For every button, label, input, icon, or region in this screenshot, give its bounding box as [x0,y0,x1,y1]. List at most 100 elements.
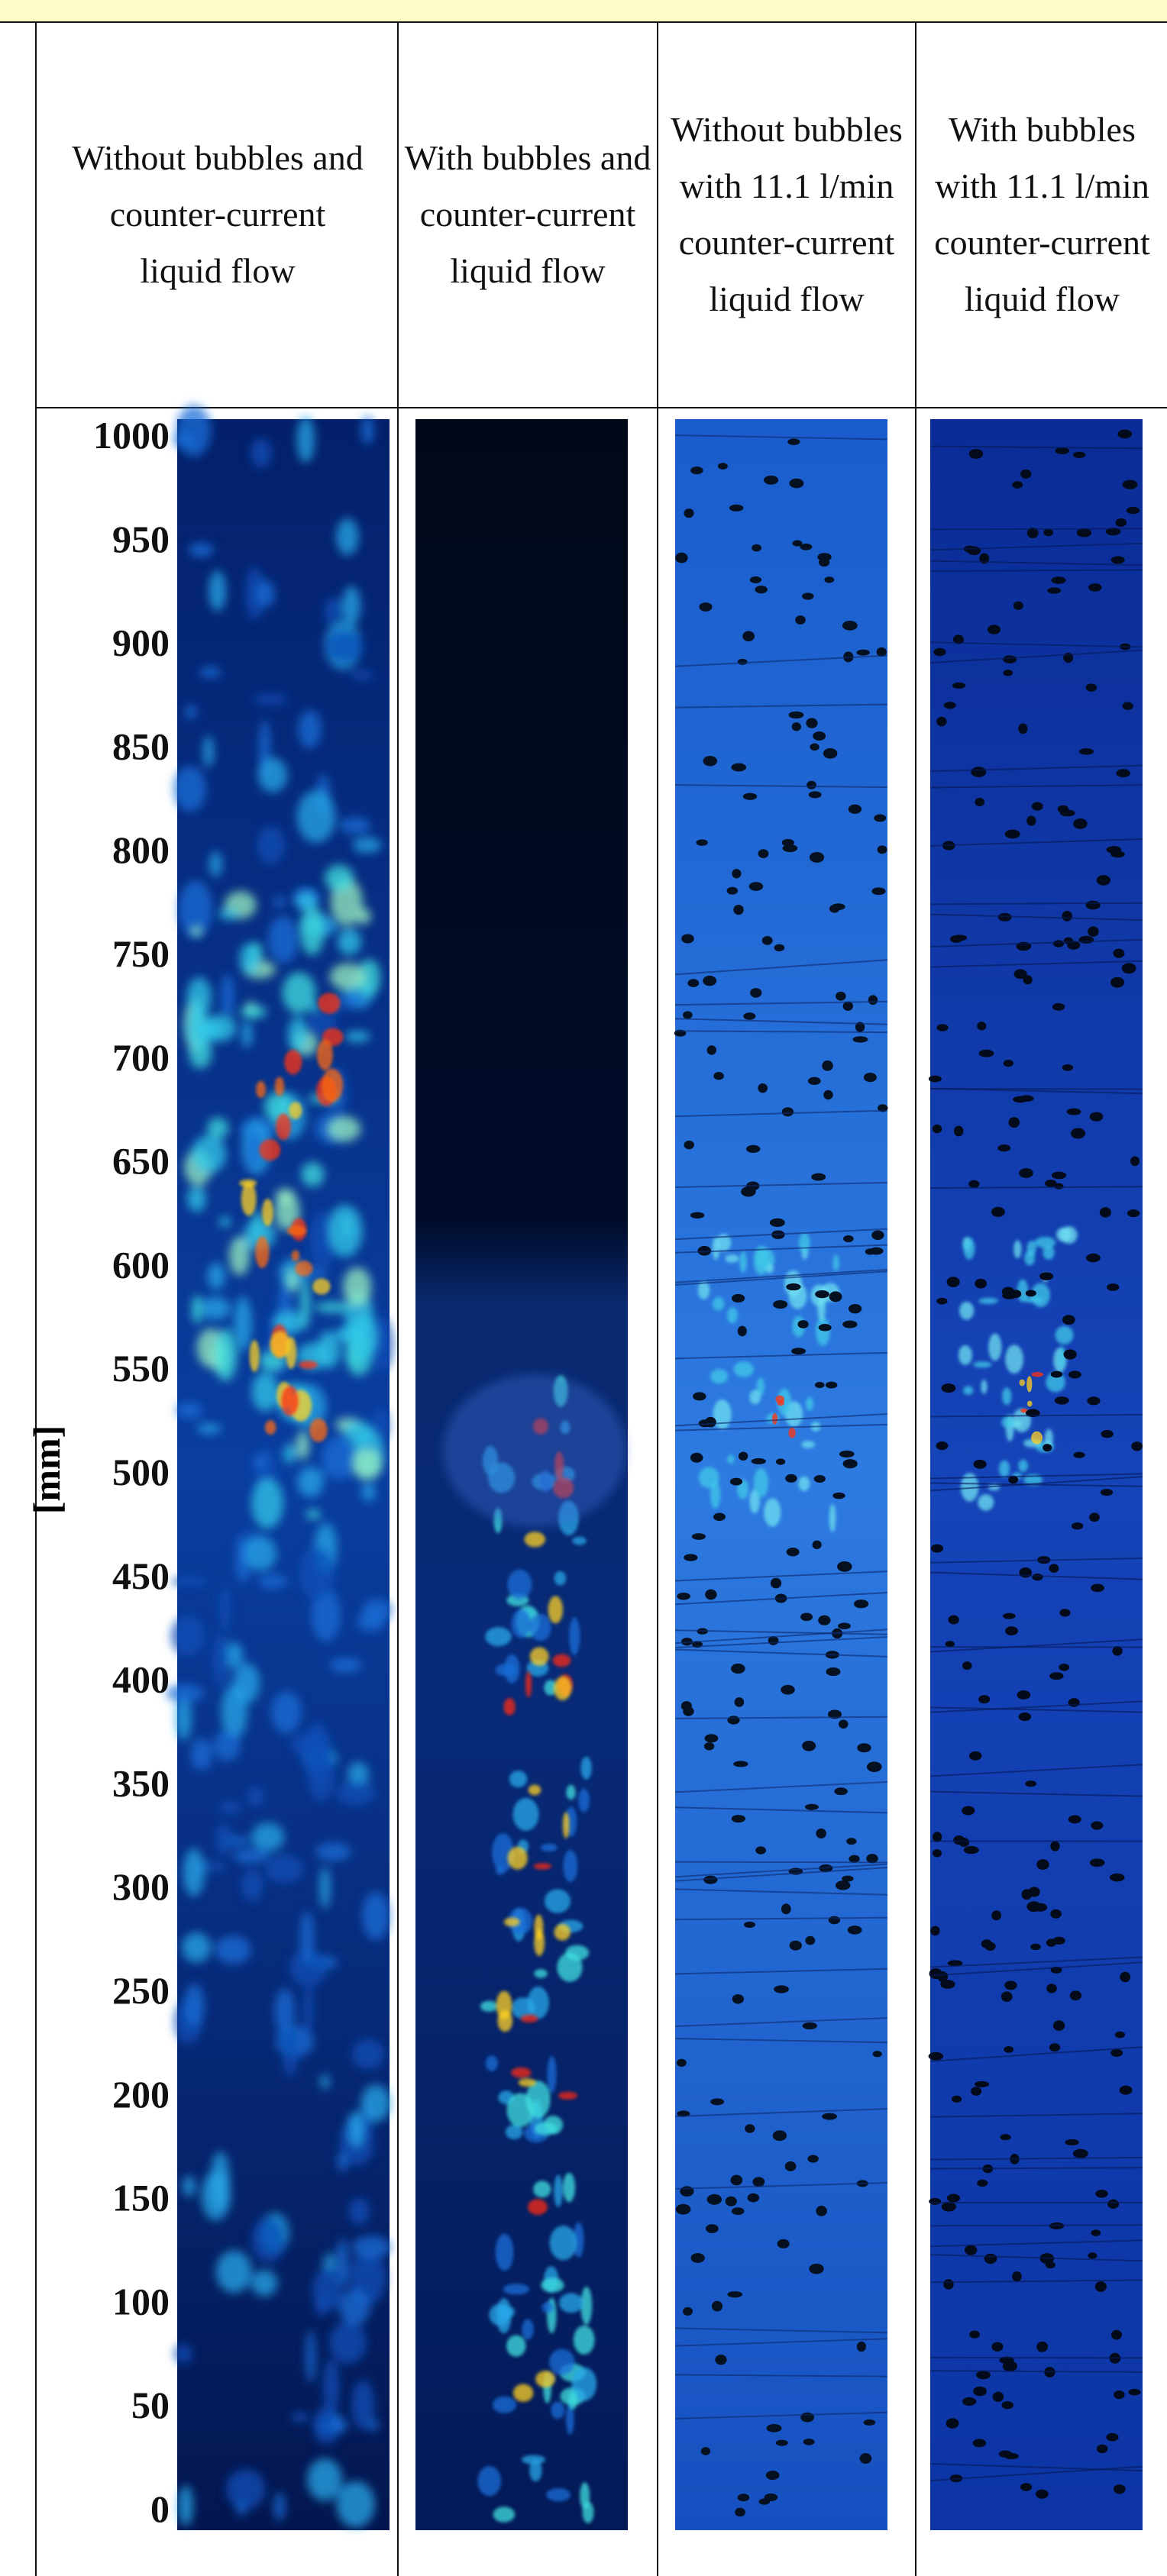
streak [674,1423,888,1432]
texture-blob [171,1576,209,1587]
texture-blob [485,1627,512,1647]
bubble [874,814,887,822]
bubble [1066,1108,1081,1115]
streak [929,2239,1143,2248]
bubble [857,1743,871,1753]
bubble [1113,948,1125,958]
texture-blob [265,1855,304,1884]
top-band [0,0,1167,21]
texture-blob [215,1823,232,1855]
streak [929,1558,1143,1564]
bubble [1116,769,1130,778]
texture-blob [190,1738,213,1771]
bubble [1110,556,1125,564]
texture-blob [963,1237,975,1260]
texture [1019,1371,1044,1445]
bubble [818,557,830,567]
texture-blob [506,2335,526,2357]
bubble [812,1540,822,1550]
bubble [1026,815,1036,826]
bubble [809,851,825,863]
bubble [802,1740,816,1751]
bubble [826,1667,841,1677]
texture-blob [580,2482,590,2510]
texture-blob [534,2122,558,2135]
texture-blob [533,1863,552,1870]
y-tick-label: 850 [112,725,170,767]
bubble [1059,1609,1071,1617]
texture-blob [175,1695,192,1741]
texture-blob [337,928,362,956]
texture-blob [1031,1371,1044,1377]
bubble [871,1230,884,1241]
bubble [869,1247,884,1255]
texture-blob [509,1771,528,1788]
bubble [973,1459,987,1469]
bubble [681,934,694,944]
texture-blob [548,1596,564,1624]
bubble [876,647,887,657]
streak [674,2038,888,2044]
bubble [943,2279,954,2290]
bubble [1050,1370,1063,1378]
bubble [803,2438,815,2445]
bubble [932,1124,942,1134]
bubble [732,869,742,879]
bubble [953,1835,965,1845]
bubble [706,1045,717,1055]
bubble [1050,1909,1062,1919]
y-tick-label: 300 [112,1865,170,1908]
texture-blob [496,2298,512,2334]
texture-blob [540,1843,558,1852]
bubble [703,975,717,986]
bubble [1046,1938,1057,1947]
texture-blob [713,1399,732,1430]
texture-blob [801,1441,815,1448]
texture-blob [712,1237,720,1260]
bubble [1115,518,1127,528]
texture-blob [234,1296,252,1351]
bubble [842,1001,853,1011]
bubble [976,2371,991,2380]
bubble [683,1706,694,1716]
bubble [795,615,806,625]
bubble [975,1278,987,1289]
streak [674,1806,888,1814]
bubble [933,647,946,657]
bubble [684,1140,694,1150]
texture-blob [274,1193,300,1231]
texture-blob [524,1532,545,1548]
texture-blob [209,851,222,877]
bubble [808,791,822,799]
bubble [1013,1096,1028,1103]
y-tick-label: 450 [112,1554,170,1597]
texture-blob [303,1984,313,2034]
y-tick-label: 600 [112,1243,170,1286]
bubble [932,1849,942,1858]
texture-blob [207,1262,226,1290]
bubble [774,1985,789,1993]
bubble [1119,2085,1133,2095]
bubble [761,935,773,945]
bubble [972,2439,987,2448]
texture-blob [336,518,359,556]
streak [929,938,1143,948]
texture-blob [244,1536,277,1571]
bubble [928,2051,944,2061]
texture-blob [177,2485,194,2526]
bubble [815,1381,825,1389]
bubble [1004,829,1020,839]
texture-blob [712,1296,725,1311]
texture-blob [571,2367,597,2401]
texture-blob [1026,1376,1033,1393]
texture-blob [342,993,361,1009]
bubble [676,2058,687,2067]
texture-blob [290,2411,309,2423]
bubble [962,1661,972,1671]
texture-blob [219,1800,242,1814]
bubble [705,2224,719,2234]
texture-blob [999,1460,1010,1478]
texture-blob [554,1923,571,1941]
streak [929,1961,1143,1977]
texture-blob [753,1467,769,1498]
